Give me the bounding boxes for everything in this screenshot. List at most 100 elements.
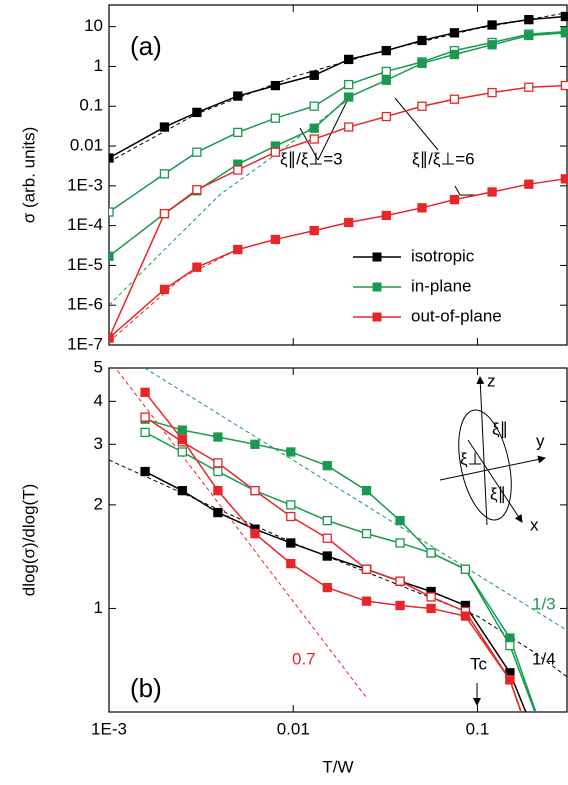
marker (213, 458, 223, 468)
annotation: ξ∥/ξ⊥=3 (280, 149, 343, 168)
y-tick-label: 2 (94, 494, 103, 513)
annotation: x (530, 515, 539, 534)
marker (361, 486, 372, 496)
marker (192, 107, 202, 118)
marker (159, 284, 170, 295)
marker (544, 741, 552, 749)
marker (286, 500, 296, 510)
marker (560, 174, 568, 184)
marker (381, 66, 391, 77)
y-tick-label: 1E-4 (67, 215, 103, 234)
marker (417, 203, 427, 213)
marker (524, 179, 534, 189)
marker (213, 507, 223, 518)
marker (395, 515, 405, 526)
marker (426, 592, 436, 602)
annotation: 1/4 (532, 649, 556, 668)
annotation: ξ⊥ (460, 449, 482, 468)
marker (544, 741, 552, 749)
panel-label: (a) (130, 31, 162, 61)
y-tick-label: 4 (94, 391, 103, 410)
legend-marker (372, 282, 382, 292)
marker (309, 101, 319, 111)
marker (213, 486, 223, 496)
marker (449, 49, 460, 60)
marker (177, 486, 187, 496)
marker (270, 80, 281, 91)
marker (250, 439, 260, 449)
annotation: ξ∥/ξ⊥=6 (412, 149, 475, 168)
marker (560, 11, 568, 22)
marker (270, 147, 281, 157)
fit-line (114, 368, 367, 699)
marker (270, 113, 281, 123)
legend-marker (372, 252, 382, 262)
marker (233, 165, 243, 175)
marker (213, 432, 223, 442)
marker (487, 187, 497, 197)
y-tick-label: 1E-7 (67, 334, 103, 353)
marker (322, 551, 332, 561)
fit-line (143, 368, 568, 632)
marker (140, 466, 150, 477)
y-axis-title: dlog(σ)/dlog(T) (19, 484, 38, 597)
y-tick-label: 0.01 (70, 136, 103, 155)
marker (361, 528, 372, 539)
marker (505, 640, 515, 651)
marker (381, 75, 391, 85)
legend-label: isotropic (411, 246, 475, 265)
z-axis (476, 376, 488, 526)
marker (524, 14, 534, 25)
marker (250, 528, 260, 539)
marker (109, 207, 114, 217)
marker (270, 234, 281, 245)
series-line (109, 84, 566, 339)
series-line (144, 391, 522, 712)
marker (159, 169, 170, 179)
y-axis (439, 455, 546, 481)
marker (505, 675, 515, 685)
y-axis-title: σ (arb. units) (19, 127, 38, 223)
marker (233, 127, 243, 138)
y-tick-label: 5 (94, 357, 103, 376)
y-tick-label: 1 (94, 598, 103, 617)
marker (192, 185, 202, 195)
y-tick-label: 1E-5 (67, 255, 103, 274)
legend-marker (372, 312, 382, 322)
series-line (109, 32, 566, 257)
marker (449, 194, 460, 205)
marker (233, 91, 243, 101)
marker (426, 548, 436, 558)
annotation: ξ∥ (490, 484, 506, 503)
y-tick-label: 1E-6 (67, 295, 103, 314)
marker (309, 70, 319, 80)
marker (344, 217, 354, 228)
ellipsoid (458, 409, 512, 521)
marker (309, 225, 319, 236)
legend-label: in-plane (411, 276, 472, 295)
fit-line (109, 459, 568, 678)
panel-a-frame (108, 4, 568, 346)
series-line (144, 416, 522, 712)
marker (309, 134, 319, 144)
marker (140, 412, 150, 422)
marker (286, 511, 296, 522)
marker (177, 434, 187, 445)
annotation: 1/3 (532, 594, 556, 613)
marker (417, 35, 427, 46)
panel-label: (b) (130, 673, 162, 703)
annotation: z (487, 371, 496, 390)
marker (524, 82, 534, 92)
marker (177, 425, 187, 435)
marker (449, 94, 460, 104)
series-line (144, 470, 527, 712)
marker (109, 251, 114, 261)
marker (381, 111, 391, 122)
marker (487, 87, 497, 98)
series-line (109, 15, 566, 159)
series-line (144, 431, 536, 712)
marker (109, 153, 114, 163)
marker (322, 582, 332, 593)
marker (395, 600, 405, 611)
